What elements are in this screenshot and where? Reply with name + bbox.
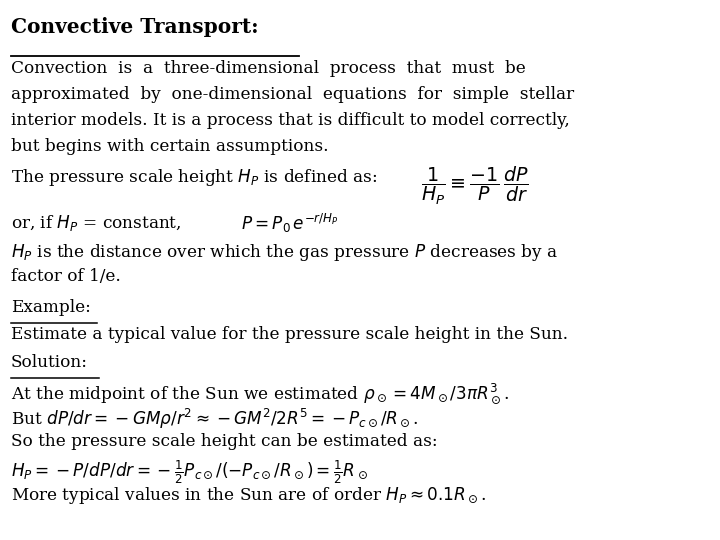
Text: approximated  by  one-dimensional  equations  for  simple  stellar: approximated by one-dimensional equation… xyxy=(11,86,574,103)
Text: but begins with certain assumptions.: but begins with certain assumptions. xyxy=(11,138,328,155)
Text: $P = P_0\,e^{-r/H_P}$: $P = P_0\,e^{-r/H_P}$ xyxy=(241,212,339,235)
Text: So the pressure scale height can be estimated as:: So the pressure scale height can be esti… xyxy=(11,433,438,450)
Text: $\dfrac{1}{H_P} \equiv \dfrac{-1}{P}\,\dfrac{dP}{dr}$: $\dfrac{1}{H_P} \equiv \dfrac{-1}{P}\,\d… xyxy=(421,165,528,207)
Text: Convective Transport:: Convective Transport: xyxy=(11,17,258,37)
Text: or, if $H_P$ = constant,: or, if $H_P$ = constant, xyxy=(11,213,181,233)
Text: At the midpoint of the Sun we estimated $\rho_\odot = 4M_\odot/3\pi R_\odot^3$.: At the midpoint of the Sun we estimated … xyxy=(11,381,509,406)
Text: Estimate a typical value for the pressure scale height in the Sun.: Estimate a typical value for the pressur… xyxy=(11,326,568,343)
Text: $H_P$ is the distance over which the gas pressure $P$ decreases by a: $H_P$ is the distance over which the gas… xyxy=(11,242,558,263)
Text: $H_P = -P/dP/dr = -\frac{1}{2}P_{c\odot}/(-P_{c\odot}/R_\odot) = \frac{1}{2}R_\o: $H_P = -P/dP/dr = -\frac{1}{2}P_{c\odot}… xyxy=(11,459,368,487)
Text: Example:: Example: xyxy=(11,299,91,316)
Text: More typical values in the Sun are of order $H_P \approx 0.1R_\odot$.: More typical values in the Sun are of or… xyxy=(11,485,486,506)
Text: But $dP/dr = -GM\rho/r^2 \approx -GM^2/2R^5 = -P_{c\odot}/R_\odot$.: But $dP/dr = -GM\rho/r^2 \approx -GM^2/2… xyxy=(11,407,418,431)
Text: Solution:: Solution: xyxy=(11,354,88,371)
Text: interior models. It is a process that is difficult to model correctly,: interior models. It is a process that is… xyxy=(11,112,570,129)
Text: factor of 1/e.: factor of 1/e. xyxy=(11,268,121,285)
Text: Convection  is  a  three-dimensional  process  that  must  be: Convection is a three-dimensional proces… xyxy=(11,60,526,77)
Text: The pressure scale height $H_P$ is defined as:: The pressure scale height $H_P$ is defin… xyxy=(11,167,377,188)
